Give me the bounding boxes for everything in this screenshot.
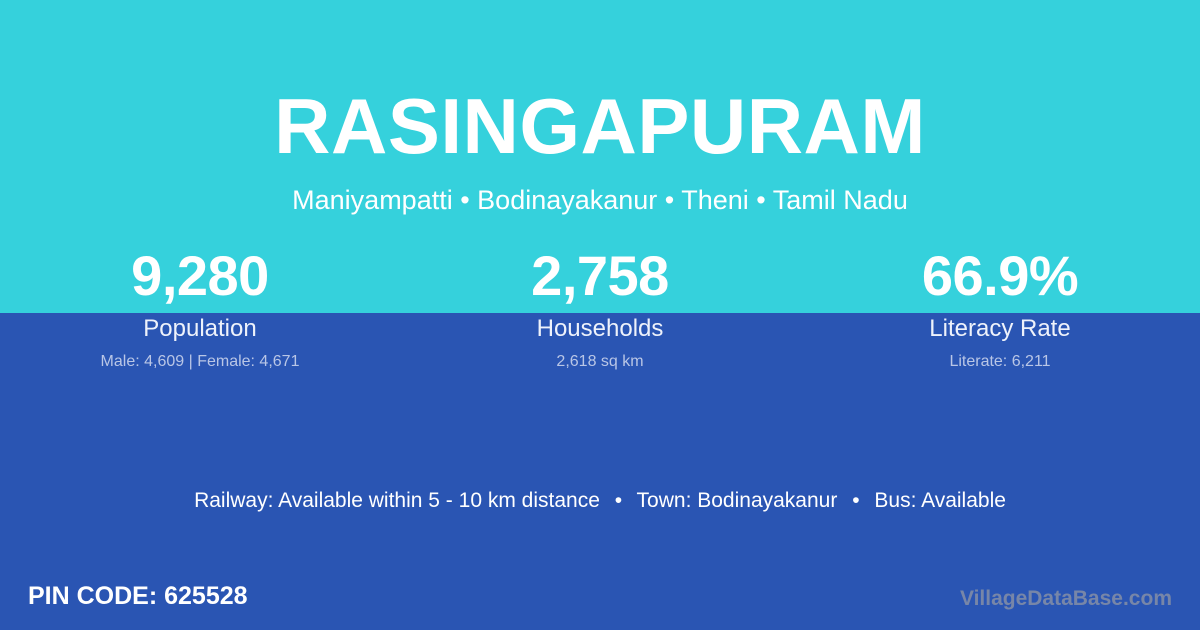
top-color-band <box>0 0 1200 313</box>
breadcrumb: Maniyampatti • Bodinayakanur • Theni • T… <box>292 185 908 215</box>
pin-code: PIN CODE: 625528 <box>28 582 248 610</box>
page-title: RASINGAPURAM <box>274 82 926 170</box>
stat-population: 9,280 Population Male: 4,609 | Female: 4… <box>0 245 400 372</box>
amenity-separator-2: • <box>852 489 860 512</box>
stat-value-population: 9,280 <box>131 244 269 307</box>
amenity-town: Town: Bodinayakanur <box>636 489 838 512</box>
stats-row: 9,280 Population Male: 4,609 | Female: 4… <box>0 245 1200 372</box>
amenity-separator-1: • <box>614 489 623 512</box>
brand-watermark: VillageDataBase.com <box>959 587 1172 610</box>
stat-value-households: 2,758 <box>531 244 669 307</box>
amenity-bus: Bus: Available <box>874 489 1006 512</box>
stat-sub-households: 2,618 sq km <box>556 353 644 370</box>
card-footer: PIN CODE: 625528 VillageDataBase.com <box>0 575 1200 621</box>
amenity-railway: Railway: Available within 5 - 10 km dist… <box>194 489 600 512</box>
amenities-line: Railway: Available within 5 - 10 km dist… <box>0 486 1200 516</box>
stat-sub-literacy-rate: Literate: 6,211 <box>949 353 1051 370</box>
stat-value-literacy-rate: 66.9% <box>921 244 1079 307</box>
stat-label-population: Population <box>143 315 257 342</box>
stat-label-literacy-rate: Literacy Rate <box>929 315 1071 342</box>
stat-households: 2,758 Households 2,618 sq km <box>400 245 800 372</box>
bottom-color-band <box>0 313 1200 630</box>
stat-literacy-rate: 66.9% Literacy Rate Literate: 6,211 <box>800 245 1200 372</box>
stat-sub-population: Male: 4,609 | Female: 4,671 <box>100 353 300 370</box>
stat-label-households: Households <box>536 315 664 342</box>
